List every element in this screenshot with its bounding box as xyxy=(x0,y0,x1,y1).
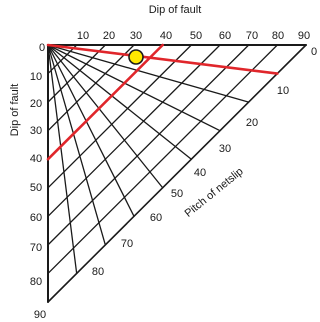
top-tick-60: 60 xyxy=(219,30,231,42)
left-tick-60: 60 xyxy=(30,212,42,224)
marker-circle xyxy=(128,49,144,65)
left-tick-50: 50 xyxy=(30,182,42,194)
top-tick-80: 80 xyxy=(272,30,284,42)
marker-layer xyxy=(128,49,144,65)
top-tick-50: 50 xyxy=(190,30,202,42)
pitch-tick-10: 10 xyxy=(277,85,289,97)
dip-line-60 xyxy=(47,44,221,217)
top-axis-title: Dip of fault xyxy=(149,4,202,16)
left-tick-80: 80 xyxy=(30,276,42,288)
left-tick-20: 20 xyxy=(30,98,42,110)
top-tick-90: 90 xyxy=(298,30,310,42)
triangle-hypotenuse xyxy=(47,44,307,303)
dip-line-80 xyxy=(47,44,278,275)
pitch-tick-40: 40 xyxy=(194,167,206,179)
left-tick-40: 40 xyxy=(30,153,42,165)
top-tick-40: 40 xyxy=(160,30,172,42)
pitch-tick-20: 20 xyxy=(246,117,258,129)
left-axis-title: Dip of fault xyxy=(9,84,21,137)
dip-line-10 xyxy=(47,44,78,75)
pitch-tick-30: 30 xyxy=(219,143,231,155)
dip-line-20 xyxy=(47,44,106,103)
highlight-lines xyxy=(46,43,279,161)
pitch-axis-ticks: 0 10 20 30 40 50 60 70 80 xyxy=(92,46,317,278)
pitch-line-20 xyxy=(47,44,250,103)
pitch-tick-70: 70 xyxy=(121,238,133,250)
top-tick-10: 10 xyxy=(77,30,89,42)
pitch-line-70 xyxy=(47,44,106,246)
pitch-line-40 xyxy=(47,44,192,160)
left-tick-70: 70 xyxy=(30,242,42,254)
highlight-pitch-line-10 xyxy=(46,43,279,75)
nomogram-grid xyxy=(47,44,307,303)
left-axis-ticks: 10 20 30 40 50 60 70 80 90 xyxy=(30,71,46,321)
top-tick-20: 20 xyxy=(103,30,115,42)
pitch-tick-0: 0 xyxy=(311,46,317,58)
pitch-tick-50: 50 xyxy=(171,188,183,200)
left-tick-10: 10 xyxy=(30,71,42,83)
pitch-line-50 xyxy=(47,44,164,189)
left-tick-30: 30 xyxy=(30,125,42,137)
pitch-axis-title: Pitch of netslip xyxy=(183,165,246,219)
top-tick-30: 30 xyxy=(130,30,142,42)
top-axis-ticks: 0 10 20 30 40 50 60 70 80 90 xyxy=(39,30,310,54)
pitch-tick-60: 60 xyxy=(150,212,162,224)
pitch-line-60 xyxy=(47,44,135,217)
dip-line-50 xyxy=(47,44,192,189)
pitch-line-30 xyxy=(47,44,221,132)
highlight-dip-line-40 xyxy=(46,43,164,161)
pitch-line-80 xyxy=(47,44,78,275)
pitch-tick-80: 80 xyxy=(92,266,104,278)
dip-line-30 xyxy=(47,44,135,132)
left-tick-90: 90 xyxy=(34,309,46,321)
top-tick-0: 0 xyxy=(39,42,45,54)
top-tick-70: 70 xyxy=(246,30,258,42)
dip-line-70 xyxy=(47,44,250,246)
